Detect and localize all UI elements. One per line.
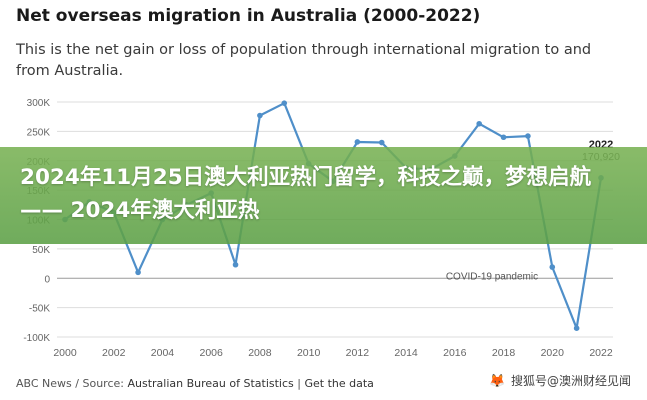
y-tick-label: -50K xyxy=(29,304,50,315)
x-tick-label: 2006 xyxy=(200,347,224,359)
footer-separator: | xyxy=(297,377,305,390)
x-tick-label: 2008 xyxy=(248,347,272,359)
data-point xyxy=(525,133,531,139)
y-tick-label: 50K xyxy=(32,245,50,256)
x-tick-label: 2000 xyxy=(53,347,77,359)
x-tick-label: 2016 xyxy=(443,347,467,359)
data-point xyxy=(476,120,482,127)
x-tick-label: 2004 xyxy=(151,347,175,359)
x-tick-label: 2018 xyxy=(492,347,516,359)
headline-banner: 2024年11月25日澳大利亚热门留学，科技之巅，梦想启航—— 2024年澳大利… xyxy=(0,147,647,244)
x-tick-label: 2022 xyxy=(589,347,613,359)
data-point xyxy=(281,100,288,106)
banner-text: 2024年11月25日澳大利亚热门留学，科技之巅，梦想启航—— 2024年澳大利… xyxy=(20,165,592,223)
data-point xyxy=(135,269,141,276)
source-prefix: ABC News / Source: xyxy=(16,377,124,390)
watermark-text: 搜狐号@澳洲财经见闻 xyxy=(510,374,631,388)
get-data-link[interactable]: Get the data xyxy=(304,377,374,390)
sohu-fox-icon: 🦊 xyxy=(488,374,506,389)
y-tick-label: -100K xyxy=(23,333,50,344)
data-point xyxy=(378,139,385,146)
watermark: 🦊 搜狐号@澳洲财经见闻 xyxy=(484,370,635,391)
data-point xyxy=(500,134,507,141)
chart-subtitle: This is the net gain or loss of populati… xyxy=(16,42,592,79)
x-tick-label: 2012 xyxy=(346,347,370,359)
chart-title: Net overseas migration in Australia (200… xyxy=(16,6,481,26)
source-footer: ABC News / Source: Australian Bureau of … xyxy=(16,377,374,390)
data-point xyxy=(549,264,556,270)
data-point xyxy=(232,261,239,268)
x-axis-ticks: 2000 2002 2004 2006 2008 2010 2012 2014 2016 2018… xyxy=(53,347,613,359)
x-tick-label: 2020 xyxy=(541,347,565,359)
y-tick-label: 250K xyxy=(27,127,51,138)
x-tick-label: 2014 xyxy=(394,347,418,359)
x-tick-label: 2002 xyxy=(102,347,126,359)
data-point xyxy=(257,112,263,119)
y-tick-label: 0 xyxy=(44,274,50,285)
y-tick-label: 300K xyxy=(27,98,51,109)
data-point xyxy=(354,139,361,145)
data-point xyxy=(573,325,580,331)
annotation-covid-label: COVID-19 pandemic xyxy=(446,271,538,282)
x-tick-label: 2010 xyxy=(297,347,321,359)
source-name[interactable]: Australian Bureau of Statistics xyxy=(127,377,294,390)
